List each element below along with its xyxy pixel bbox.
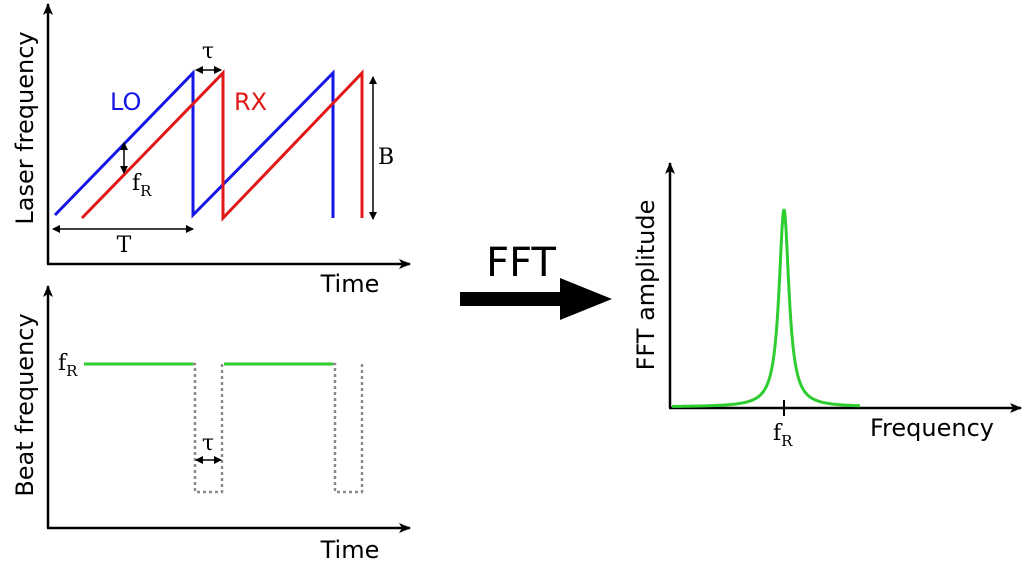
beat-x-label: Time: [320, 536, 380, 564]
fft-peak-curve: [671, 208, 861, 408]
fft-x-label: Frequency: [870, 414, 994, 442]
period-label: T: [117, 233, 132, 258]
beat-level-label: fR: [58, 351, 78, 380]
beat-y-label: Beat frequency: [11, 313, 39, 496]
fft-transform: FFT: [460, 240, 612, 320]
laser-frequency-panel: Laser frequency Time LO RX τ fR T B: [11, 3, 411, 298]
tau-label-bottom: τ: [202, 431, 214, 456]
beat-frequency-panel: Beat frequency Time fR τ: [11, 285, 411, 564]
thick-right-arrow-icon: [460, 278, 612, 320]
fft-panel: FFT amplitude Frequency fR: [632, 162, 1022, 450]
beat-freq-label: fR: [132, 171, 152, 200]
fft-label: FFT: [486, 240, 556, 286]
fft-peak-label: fR: [773, 421, 793, 450]
laser-x-label: Time: [320, 270, 380, 298]
bandwidth-label: B: [378, 145, 394, 170]
beat-dropout-1: [193, 362, 224, 494]
beat-dropout-2: [333, 362, 364, 494]
lo-label: LO: [110, 88, 141, 116]
fft-y-label: FFT amplitude: [632, 200, 660, 371]
laser-y-label: Laser frequency: [11, 31, 39, 224]
rx-sawtooth: [80, 69, 364, 222]
rx-label: RX: [234, 88, 267, 116]
tau-label-top: τ: [202, 39, 214, 64]
lo-sawtooth: [53, 69, 335, 219]
